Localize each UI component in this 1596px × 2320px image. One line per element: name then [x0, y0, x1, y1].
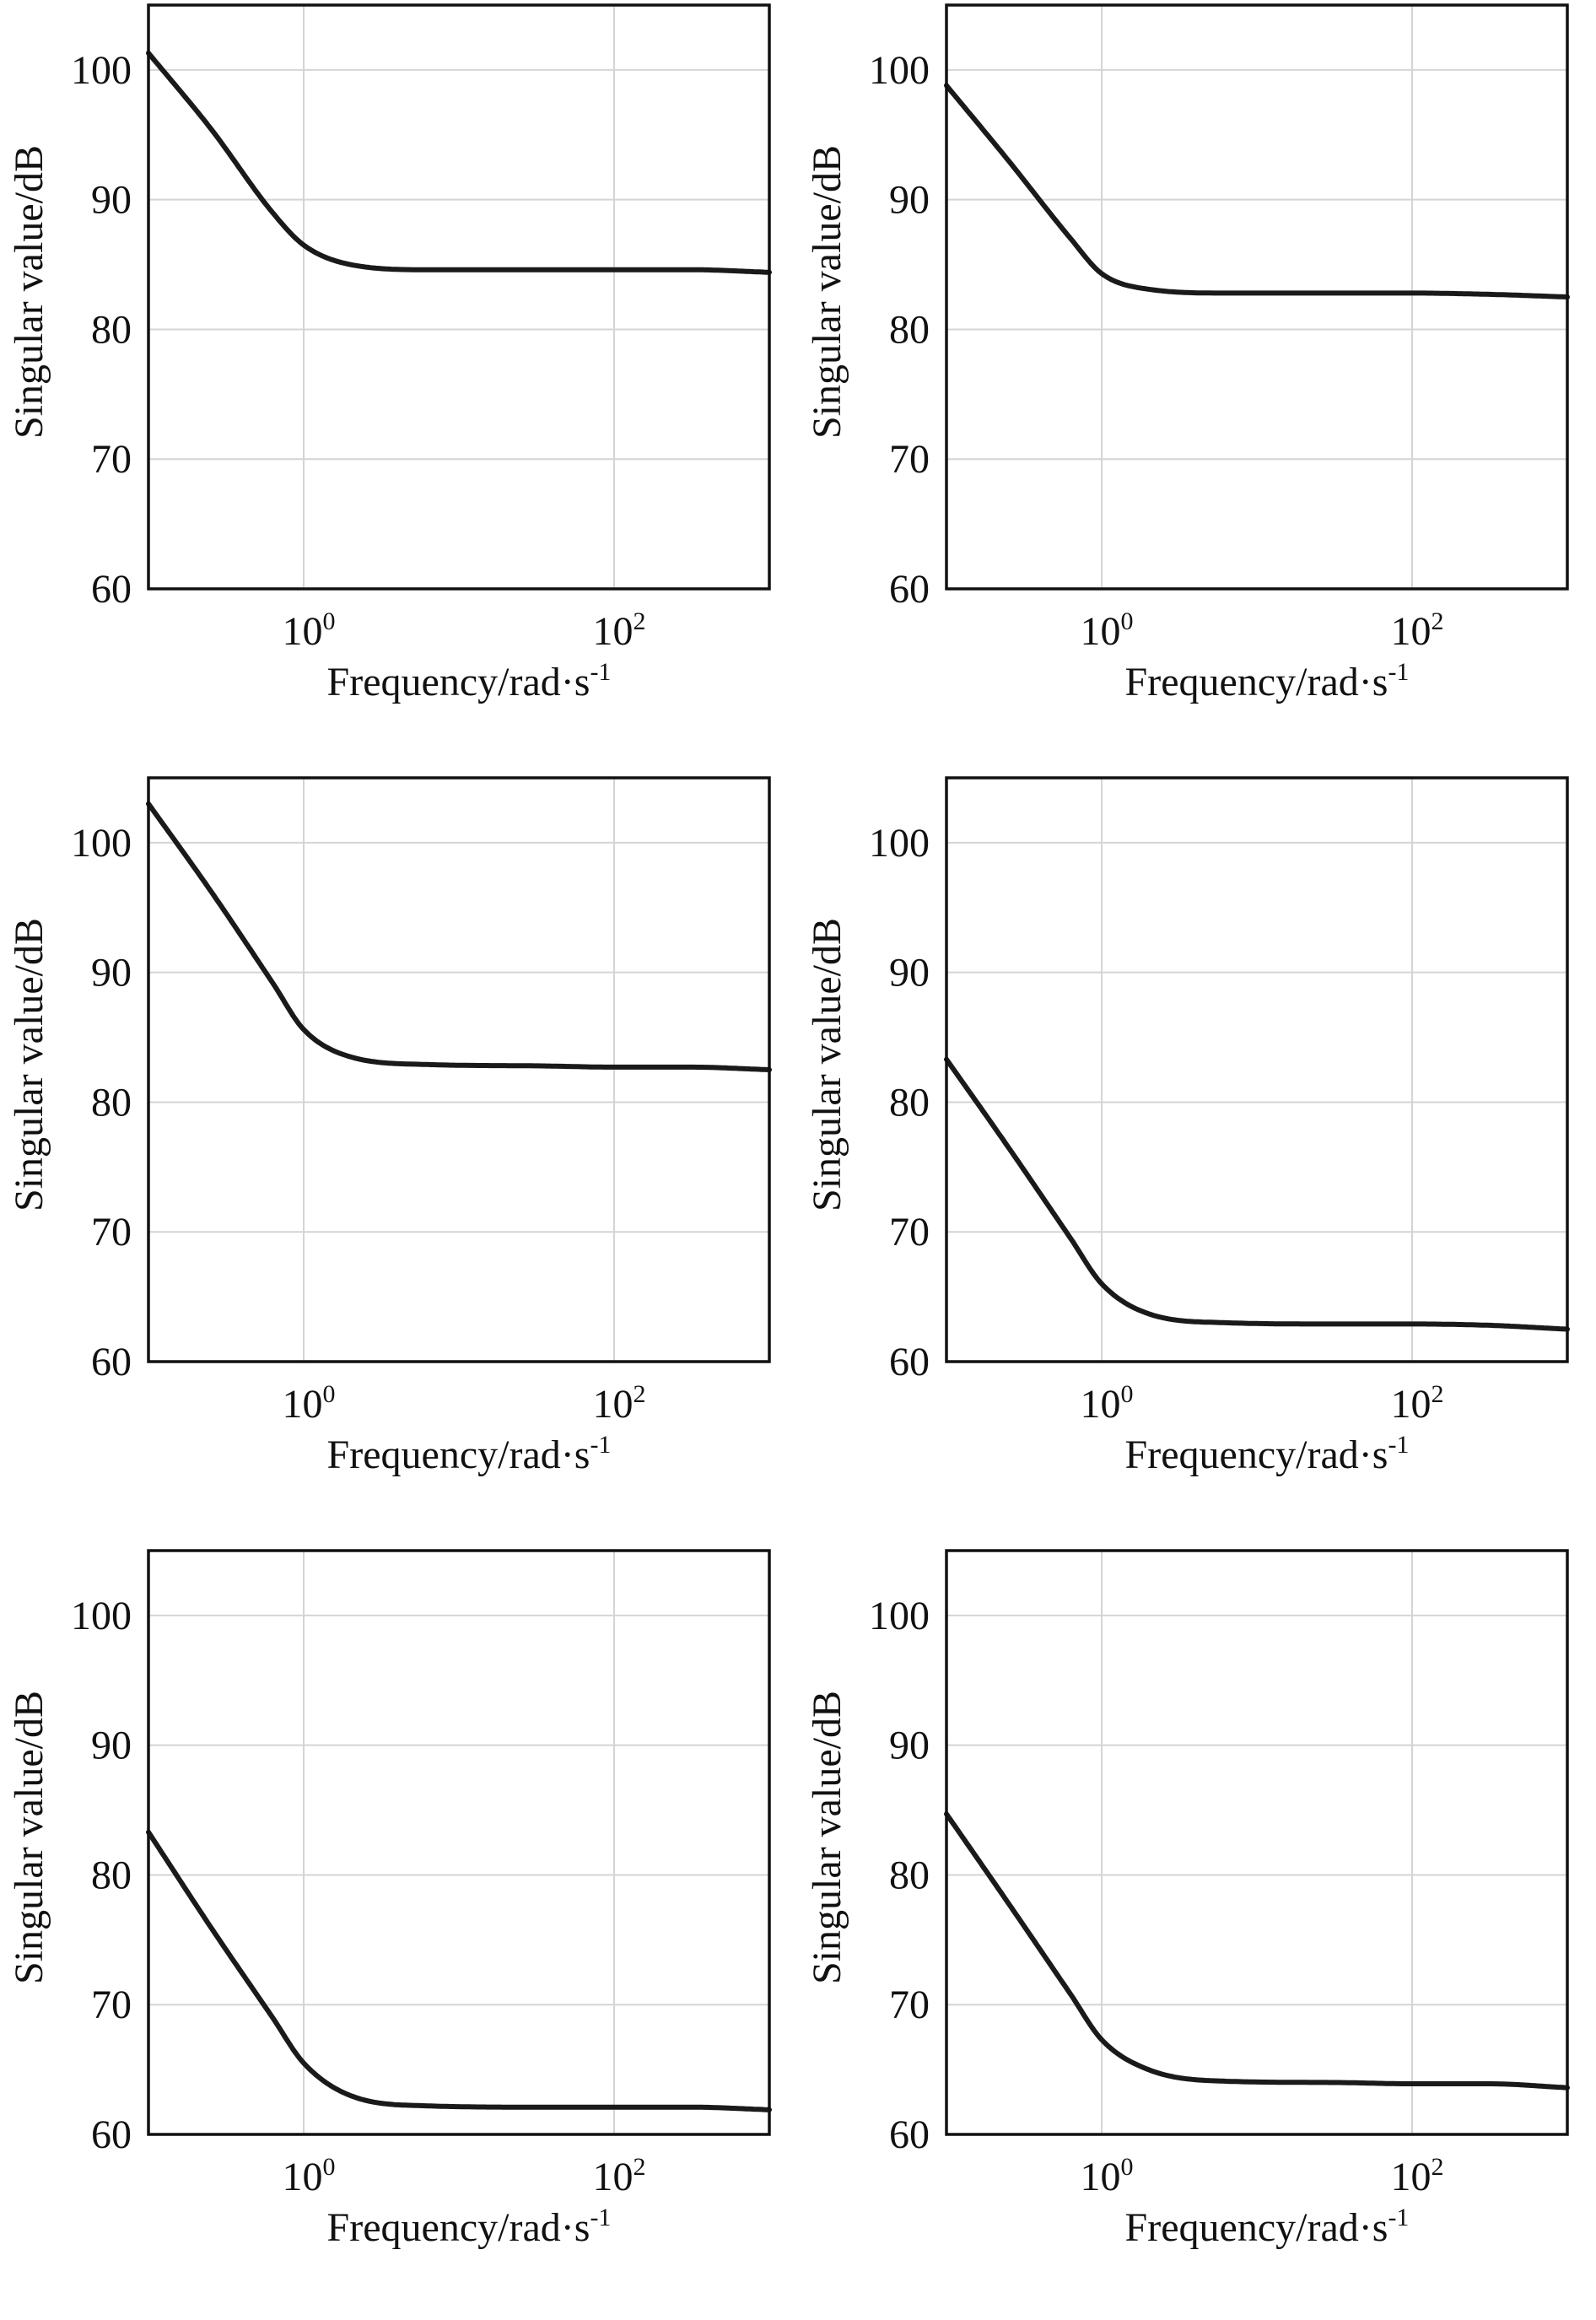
y-tick-label: 60 — [91, 567, 132, 612]
y-tick-label: 70 — [91, 1210, 132, 1254]
y-tick-label: 70 — [91, 1983, 132, 2027]
x-tick-label: 102 — [593, 2153, 646, 2199]
x-axis-label: Frequency/rad·s-1 — [327, 658, 612, 704]
x-tick-label: 100 — [1081, 607, 1134, 654]
x-axis-label: Frequency/rad·s-1 — [327, 1431, 612, 1477]
y-tick-label: 60 — [91, 1340, 132, 1384]
series-line — [944, 1056, 1570, 1332]
x-tick-label: 100 — [1081, 2153, 1134, 2199]
y-axis-label: Singular value/dB — [7, 145, 51, 439]
y-tick-label: 60 — [889, 1340, 930, 1384]
y-tick-label: 90 — [889, 951, 930, 995]
x-tick-label: 102 — [593, 607, 646, 654]
y-tick-label: 80 — [91, 1853, 132, 1897]
x-tick-label: 100 — [283, 2153, 336, 2199]
y-tick-label: 90 — [889, 178, 930, 223]
x-tick-label: 100 — [283, 1380, 336, 1427]
chart-panel-5: 60 70 80 90 100 100 102 Frequency/rad·s-1 Singul… — [0, 1546, 798, 2318]
series-line — [146, 801, 772, 1072]
plot-frame — [945, 1549, 1569, 2136]
plot-frame — [147, 1549, 771, 2136]
plot-frame — [945, 776, 1569, 1363]
y-axis-label: Singular value/dB — [805, 145, 849, 439]
x-tick-label: 102 — [1391, 1380, 1444, 1427]
x-tick-label: 102 — [1391, 607, 1444, 654]
x-tick-label: 102 — [1391, 2153, 1444, 2199]
y-tick-label: 60 — [889, 567, 930, 612]
chart-panel-3: 60 70 80 90 100 100 102 Frequency/rad·s-1 Singul… — [0, 773, 798, 1546]
chart-svg-5: 60 70 80 90 100 100 102 Frequency/rad·s-1 Singul… — [7, 1549, 772, 2250]
x-axis-label: Frequency/rad·s-1 — [1125, 658, 1410, 704]
x-tick-label: 100 — [283, 607, 336, 654]
y-tick-label: 80 — [91, 1080, 132, 1125]
y-tick-label: 100 — [71, 48, 132, 93]
x-axis-label: Frequency/rad·s-1 — [327, 2204, 612, 2250]
y-tick-label: 70 — [889, 437, 930, 482]
y-tick-label: 80 — [889, 307, 930, 352]
y-axis-label: Singular value/dB — [805, 918, 849, 1211]
y-axis-label: Singular value/dB — [7, 1691, 51, 1984]
chart-panel-4: 60 70 80 90 100 100 102 Frequency/rad·s-1 Singul… — [798, 773, 1596, 1546]
plot-frame — [945, 3, 1569, 591]
y-tick-label: 90 — [889, 1724, 930, 1768]
y-axis-label: Singular value/dB — [7, 918, 51, 1211]
series-line — [146, 50, 772, 275]
y-tick-label: 70 — [889, 1983, 930, 2027]
plot-frame — [147, 776, 771, 1363]
series-line — [944, 83, 1570, 299]
y-tick-label: 60 — [889, 2112, 930, 2157]
x-tick-label: 102 — [593, 1380, 646, 1427]
y-tick-label: 60 — [91, 2112, 132, 2157]
x-tick-label: 100 — [1081, 1380, 1134, 1427]
x-axis-label: Frequency/rad·s-1 — [1125, 2204, 1410, 2250]
y-tick-label: 80 — [91, 307, 132, 352]
y-tick-label: 100 — [71, 821, 132, 866]
chart-panel-6: 60 70 80 90 100 100 102 Frequency/rad·s-1 Singul… — [798, 1546, 1596, 2318]
y-tick-label: 70 — [91, 437, 132, 482]
y-tick-label: 90 — [91, 951, 132, 995]
y-tick-label: 80 — [889, 1080, 930, 1125]
y-tick-label: 100 — [869, 48, 930, 93]
y-axis-label: Singular value/dB — [805, 1691, 849, 1984]
x-axis-label: Frequency/rad·s-1 — [1125, 1431, 1410, 1477]
chart-panel-1: 60 70 80 90 100 100 102 Frequency/rad·s-1 Singul… — [0, 0, 798, 773]
y-tick-label: 100 — [869, 821, 930, 866]
series-line — [944, 1811, 1570, 2091]
y-tick-label: 90 — [91, 178, 132, 223]
y-tick-label: 100 — [71, 1594, 132, 1638]
chart-panel-2: 60 70 80 90 100 100 102 Frequency/rad·s-1 Singul… — [798, 0, 1596, 773]
y-tick-label: 100 — [869, 1594, 930, 1638]
chart-svg-6: 60 70 80 90 100 100 102 Frequency/rad·s-1 Singul… — [805, 1549, 1570, 2250]
y-tick-label: 70 — [889, 1210, 930, 1254]
series-line — [146, 1829, 772, 2112]
y-tick-label: 80 — [889, 1853, 930, 1897]
y-tick-label: 90 — [91, 1724, 132, 1768]
plot-frame — [147, 3, 771, 591]
